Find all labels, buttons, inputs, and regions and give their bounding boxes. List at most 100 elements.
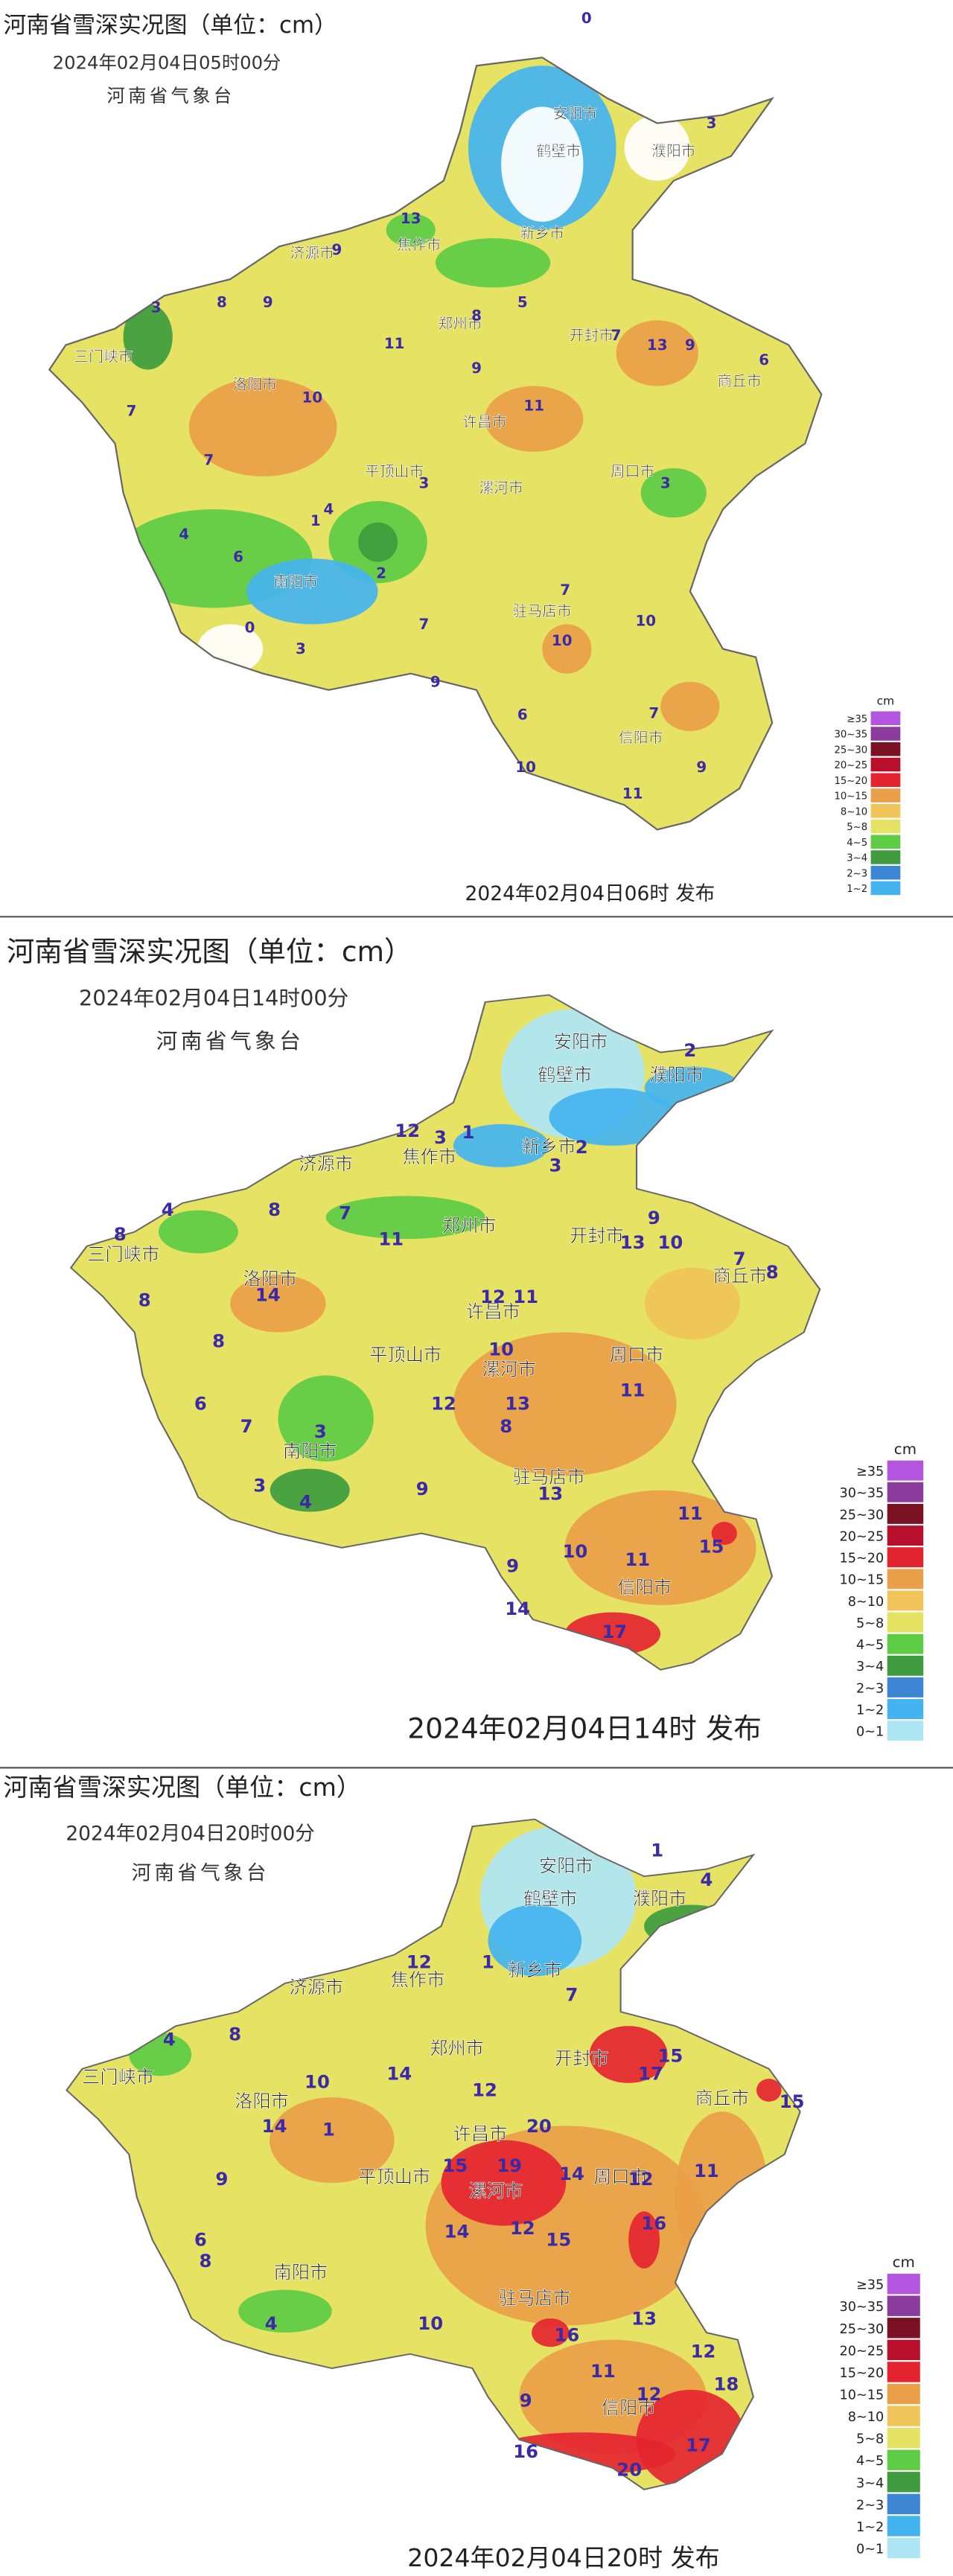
snow-depth-label: 11 [622,785,643,802]
legend-swatch [870,835,901,849]
snow-depth-label: 4 [323,501,334,518]
city-label: 三门峡市 [82,2066,154,2088]
legend-swatch [887,1460,924,1481]
city-label: 鹤壁市 [538,1064,592,1085]
map-panel: 河南省雪深实况图（单位：cm）2024年02月04日05时00分河南省气象台20… [3,10,901,905]
snow-depth-label: 7 [418,616,429,633]
snow-depth-label: 7 [127,402,137,419]
snow-depth-label: 3 [418,474,429,491]
snow-region [589,2026,668,2083]
city-label: 周口市 [610,1344,664,1365]
city-label: 濮阳市 [651,143,696,160]
snow-depth-label: 12 [691,2341,716,2362]
city-label: 周口市 [611,463,655,480]
legend-label: 0~1 [856,2542,884,2557]
legend-swatch [870,881,901,896]
legend-label: 10~15 [840,1573,885,1588]
snow-depth-label: 8 [212,1330,225,1351]
snow-depth-label: 14 [262,2115,287,2137]
city-label: 驻马店市 [499,2287,571,2309]
map-footer: 2024年02月04日06时 发布 [465,882,715,905]
snow-depth-label: 7 [648,704,659,721]
snow-depth-label: 9 [506,1555,519,1577]
snow-depth-label: 10 [563,1540,588,1562]
snow-depth-label: 10 [635,613,656,630]
city-label: 濮阳市 [649,1064,704,1085]
legend-swatch [887,1612,924,1633]
snow-depth-label: 15 [657,2044,683,2066]
snow-depth-label: 11 [625,1549,650,1570]
snow-depth-label: 4 [162,1199,174,1220]
city-label: 驻马店市 [513,602,572,619]
snow-depth-label: 10 [305,2071,330,2093]
snow-depth-label: 1 [322,2119,335,2140]
snow-depth-label: 11 [513,1286,538,1307]
snow-depth-label: 6 [233,549,243,566]
snow-depth-label: 2 [683,1039,696,1061]
legend-swatch [887,2406,920,2426]
legend-swatch [887,2449,920,2470]
legend-label: 25~30 [834,745,867,756]
snow-depth-label: 3 [253,1475,266,1496]
snow-region [453,1332,677,1476]
map-issuer: 河南省气象台 [132,1861,270,1884]
legend-swatch [887,1721,924,1741]
city-label: 平顶山市 [365,463,424,480]
snow-depth-label: 9 [520,2390,532,2411]
city-label: 洛阳市 [243,1268,297,1289]
snow-depth-label: 2 [576,1136,588,1158]
snow-depth-label: 0 [581,10,592,27]
city-label: 商丘市 [717,373,762,390]
legend-swatch [887,2318,920,2339]
snow-depth-label: 12 [472,2079,497,2101]
legend-label: 8~10 [848,2410,884,2425]
snow-depth-label: 9 [471,360,482,377]
snow-depth-label: 4 [163,2028,176,2050]
snow-depth-label: 1 [651,1839,663,1861]
snow-depth-label: 16 [513,2440,538,2462]
legend-label: 30~35 [840,1486,885,1501]
city-label: 漯河市 [479,479,523,497]
snow-depth-label: 3 [707,115,717,132]
legend-unit: cm [877,695,895,708]
legend-label: 2~3 [856,1681,884,1696]
legend-label: 2~3 [847,868,867,879]
legend-label: 25~30 [840,1508,885,1523]
snow-depth-label: 17 [638,2063,663,2085]
city-label: 南阳市 [283,1440,337,1461]
legend-label: 5~8 [856,1616,884,1631]
legend-swatch [887,1547,924,1568]
snow-depth-label: 11 [678,1502,703,1524]
city-label: 鹤壁市 [523,1888,578,1910]
city-label: 三门峡市 [74,348,133,365]
snow-depth-label: 20 [526,2115,552,2137]
legend-swatch [887,1699,924,1720]
snow-depth-label: 10 [418,2312,443,2334]
snow-depth-label: 7 [566,1984,579,2006]
legend-label: 5~8 [856,2432,884,2447]
legend-swatch [887,2516,920,2537]
legend-swatch [887,2383,920,2405]
city-label: 鹤壁市 [537,143,581,160]
snow-region [616,320,698,386]
city-label: 焦作市 [391,1969,445,1991]
legend-swatch [887,1569,924,1590]
city-label: 安阳市 [553,105,598,122]
snow-depth-label: 8 [138,1289,151,1310]
snow-depth-label: 11 [384,335,405,352]
legend-swatch [870,865,901,880]
legend-swatch [887,2339,920,2361]
snow-depth-label: 7 [240,1415,253,1437]
snow-region [488,1904,582,1977]
snow-region [542,624,592,674]
snow-depth-label: 12 [395,1120,420,1141]
legend-label: 20~25 [840,2344,885,2359]
city-label: 开封市 [555,2047,609,2069]
legend-swatch [887,2427,920,2449]
snow-depth-label: 3 [549,1154,561,1176]
province-map [48,57,823,831]
city-label: 周口市 [593,2166,648,2187]
snow-region [441,2140,567,2226]
